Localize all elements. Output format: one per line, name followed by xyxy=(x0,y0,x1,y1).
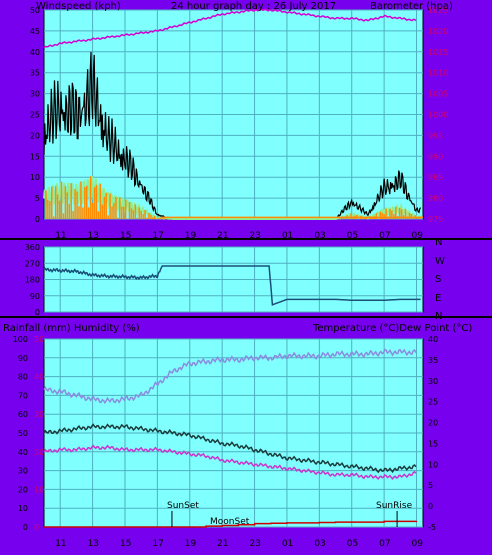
top-x-tick-label: 15 xyxy=(120,231,131,241)
temperature-tick-label: 25 xyxy=(428,398,438,407)
top-x-tick-label: 19 xyxy=(185,231,197,241)
windspeed-tick-label: 45 xyxy=(30,27,40,36)
bottom-left-title: Rainfall (mm) Humidity (%) xyxy=(3,323,140,334)
direction-tick-label: 90 xyxy=(30,292,40,301)
windspeed-tick-label: 35 xyxy=(30,69,40,78)
bottom-x-tick-label: 07 xyxy=(379,539,390,549)
humidity-tick-label: 70 xyxy=(18,391,28,400)
humidity-tick-label: 60 xyxy=(18,410,28,419)
temperature-tick-label: 10 xyxy=(428,460,438,469)
barometer-series-line xyxy=(43,8,417,49)
top-x-tick-label: 05 xyxy=(347,231,358,241)
rainfall-tick-label: 50 xyxy=(34,335,44,344)
top-x-tick-label: 07 xyxy=(379,231,390,241)
barometer-tick-label: 975 xyxy=(428,215,443,224)
compass-label: W xyxy=(435,256,445,267)
top-x-tick-label: 03 xyxy=(314,231,325,241)
windspeed-tick-label: 10 xyxy=(30,173,40,182)
rainfall-series-line xyxy=(44,520,418,528)
barometer-tick-label: 990 xyxy=(428,152,443,161)
humidity-tick-label: 90 xyxy=(18,354,28,363)
bottom-x-tick-label: 09 xyxy=(412,539,424,549)
barometer-tick-label: 1005 xyxy=(428,90,448,99)
bottom-x-tick-label: 23 xyxy=(250,539,261,549)
bottom-x-tick-label: 11 xyxy=(55,539,66,549)
rainfall-tick-label: 30 xyxy=(34,410,44,419)
temperature-tick-label: 40 xyxy=(428,335,438,344)
humidity-tick-label: 50 xyxy=(18,429,28,438)
windspeed-tick-label: 5 xyxy=(35,194,40,203)
windspeed-tick-label: 40 xyxy=(30,48,40,57)
humidity-tick-label: 0 xyxy=(23,523,28,532)
top-x-tick-label: 11 xyxy=(55,231,66,241)
temperature-tick-label: 20 xyxy=(428,419,438,428)
windspeed-tick-label: 20 xyxy=(30,131,40,140)
humidity-tick-label: 40 xyxy=(18,448,28,457)
humidity-tick-label: 30 xyxy=(18,467,28,476)
rainfall-tick-label: 0 xyxy=(34,523,39,532)
windspeed-tick-label: 0 xyxy=(35,215,40,224)
top-x-tick-label: 17 xyxy=(152,231,163,241)
barometer-tick-label: 985 xyxy=(428,173,443,182)
bottom-x-tick-label: 01 xyxy=(282,539,293,549)
temperature-tick-label: 15 xyxy=(428,439,438,448)
humidity-tick-label: 10 xyxy=(18,504,28,513)
compass-label: N xyxy=(435,237,442,248)
windspeed-tick-label: 25 xyxy=(30,111,40,120)
wind-direction-series-line xyxy=(43,265,421,306)
temperature-series-line xyxy=(43,423,417,474)
barometer-tick-label: 1020 xyxy=(428,27,448,36)
rainfall-tick-label: 40 xyxy=(34,373,44,382)
rainfall-tick-label: 10 xyxy=(34,485,44,494)
moonset-label: MoonSet xyxy=(210,517,250,527)
barometer-tick-label: 980 xyxy=(428,194,443,203)
humidity-tick-label: 20 xyxy=(18,485,28,494)
top-right-title: Barometer (hpa) xyxy=(370,1,453,12)
temperature-tick-label: -5 xyxy=(428,523,436,532)
windspeed-tick-label: 15 xyxy=(30,152,40,161)
direction-tick-label: 360 xyxy=(25,243,40,252)
barometer-tick-label: 1015 xyxy=(428,48,448,57)
temperature-tick-label: 30 xyxy=(428,377,438,386)
compass-label: N xyxy=(435,311,442,322)
humidity-series-line xyxy=(43,348,417,405)
bottom-x-tick-label: 05 xyxy=(347,539,358,549)
windspeed-tick-label: 50 xyxy=(30,6,40,15)
top-x-tick-label: 21 xyxy=(217,231,228,241)
temperature-tick-label: 35 xyxy=(428,356,438,365)
direction-tick-label: 0 xyxy=(35,308,40,317)
compass-label: S xyxy=(435,274,441,285)
bottom-x-tick-label: 03 xyxy=(314,539,325,549)
compass-label: E xyxy=(435,293,441,304)
top-left-title: Windspeed (kph) xyxy=(36,1,121,12)
dewpoint-series-line xyxy=(43,444,417,480)
sunset-label: SunSet xyxy=(167,501,199,511)
direction-tick-label: 270 xyxy=(25,259,40,268)
top-x-tick-label: 23 xyxy=(250,231,261,241)
barometer-tick-label: 1025 xyxy=(428,6,448,15)
bottom-x-tick-label: 21 xyxy=(217,539,228,549)
top-x-tick-label: 13 xyxy=(88,231,99,241)
bottom-x-tick-label: 13 xyxy=(88,539,99,549)
direction-tick-label: 180 xyxy=(25,276,40,285)
barometer-tick-label: 1000 xyxy=(428,111,448,120)
rainfall-tick-label: 20 xyxy=(34,448,44,457)
barometer-tick-label: 995 xyxy=(428,131,443,140)
temperature-tick-label: 5 xyxy=(428,481,433,490)
top-center-title: 24 hour graph day : 26 July 2017 xyxy=(171,1,336,12)
humidity-tick-label: 80 xyxy=(18,373,28,382)
bottom-right-title: Temperature (°C)Dew Point (°C) xyxy=(312,323,472,334)
bottom-x-tick-label: 15 xyxy=(120,539,131,549)
top-x-tick-label: 01 xyxy=(282,231,293,241)
bottom-x-tick-label: 17 xyxy=(152,539,163,549)
temperature-tick-label: 0 xyxy=(428,502,433,511)
top-x-tick-label: 09 xyxy=(412,231,424,241)
sunrise-label: SunRise xyxy=(376,501,413,511)
windspeed-tick-label: 30 xyxy=(30,90,40,99)
bottom-x-tick-label: 19 xyxy=(185,539,197,549)
barometer-tick-label: 1010 xyxy=(428,69,448,78)
humidity-tick-label: 100 xyxy=(13,335,28,344)
